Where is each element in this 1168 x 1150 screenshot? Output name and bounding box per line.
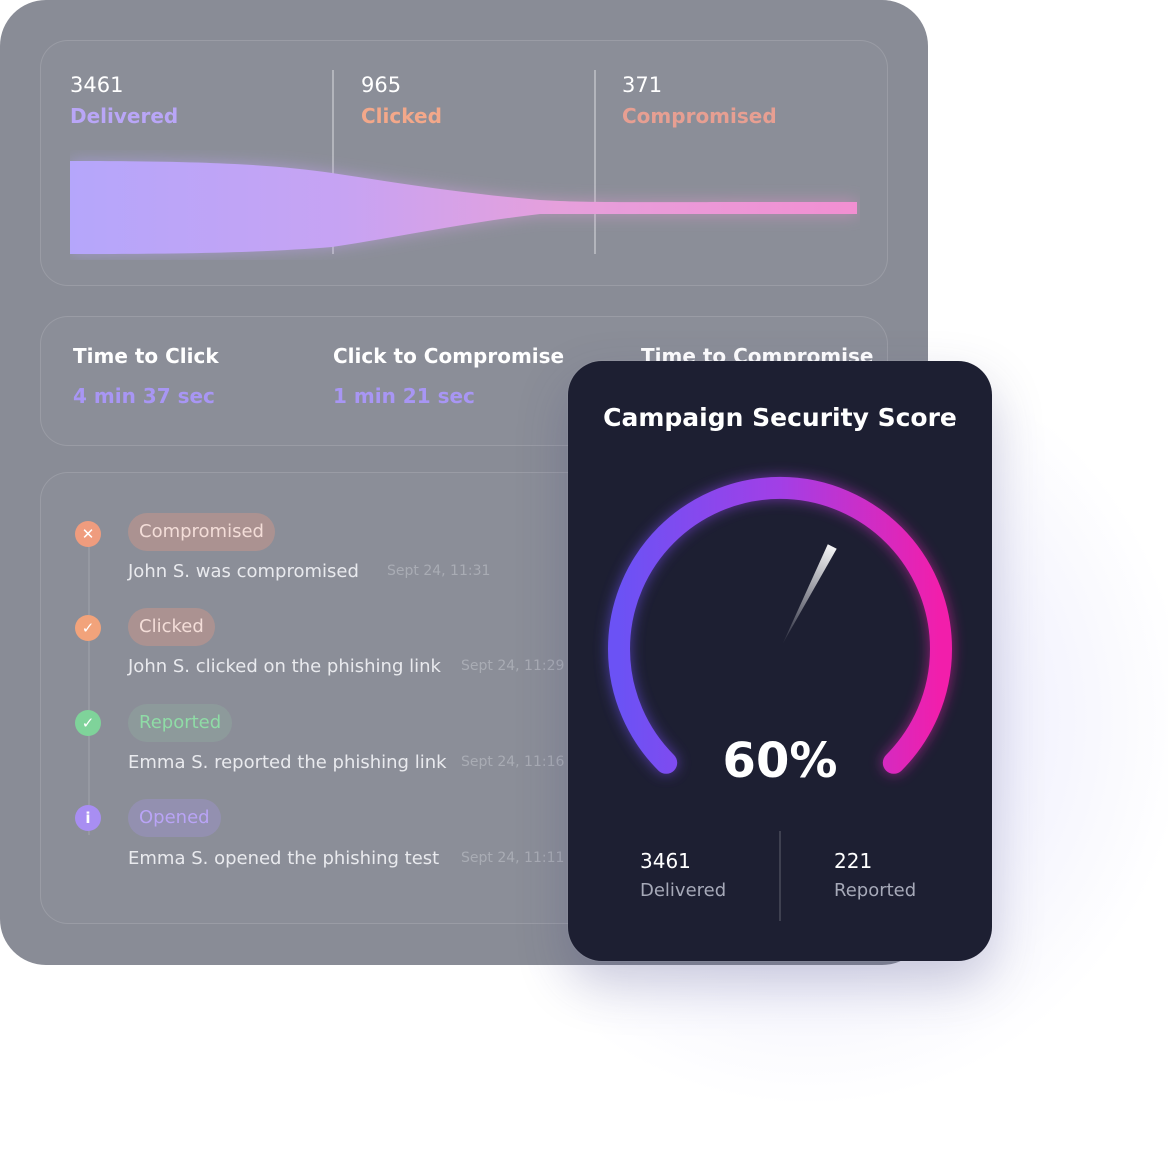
score-delivered-count: 3461 xyxy=(640,849,691,873)
click-to-compromise-title: Click to Compromise xyxy=(333,344,565,368)
event-time: Sept 24, 11:11 xyxy=(461,850,565,866)
info-circle-icon: i xyxy=(75,805,101,831)
delivered-count: 3461 xyxy=(70,73,124,97)
timeline-line xyxy=(88,545,90,835)
gauge-arc xyxy=(608,476,952,774)
x-circle-icon: ✕ xyxy=(75,521,101,547)
score-gauge xyxy=(608,476,952,774)
security-score-card: Campaign Security Score 60% 3461 Deliver… xyxy=(568,361,992,961)
status-badge: Opened xyxy=(128,799,221,837)
clicked-label: Clicked xyxy=(361,104,442,128)
funnel-chart xyxy=(70,161,857,254)
event-text: John S. was compromised xyxy=(128,561,359,582)
funnel-divider xyxy=(332,70,334,254)
gauge-needle xyxy=(782,544,837,644)
event-text: Emma S. opened the phishing test xyxy=(128,848,440,869)
event-time: Sept 24, 11:31 xyxy=(387,563,491,579)
status-badge: Reported xyxy=(128,704,233,742)
clicked-count: 965 xyxy=(361,73,402,97)
check-circle-icon: ✓ xyxy=(75,615,101,641)
event-time: Sept 24, 11:29 xyxy=(461,658,565,674)
compromised-count: 371 xyxy=(622,73,663,97)
score-stats-divider xyxy=(779,831,781,921)
score-reported-count: 221 xyxy=(834,849,873,873)
time-to-click-title: Time to Click xyxy=(73,344,219,368)
status-badge: Compromised xyxy=(128,513,275,551)
funnel-divider xyxy=(594,70,596,254)
score-value: 60% xyxy=(722,733,838,789)
time-to-click-value: 4 min 37 sec xyxy=(73,384,215,408)
score-reported-label: Reported xyxy=(834,880,917,901)
delivered-label: Delivered xyxy=(70,104,179,128)
score-card-title: Campaign Security Score xyxy=(603,403,957,432)
funnel-card xyxy=(40,40,888,286)
compromised-label: Compromised xyxy=(622,104,777,128)
funnel-shape xyxy=(70,161,857,254)
status-badge: Clicked xyxy=(128,608,215,646)
event-time: Sept 24, 11:16 xyxy=(461,754,565,770)
check-circle-icon: ✓ xyxy=(75,710,101,736)
score-delivered-label: Delivered xyxy=(640,880,727,901)
click-to-compromise-value: 1 min 21 sec xyxy=(333,384,475,408)
event-text: Emma S. reported the phishing link xyxy=(128,752,447,773)
event-text: John S. clicked on the phishing link xyxy=(128,656,441,677)
